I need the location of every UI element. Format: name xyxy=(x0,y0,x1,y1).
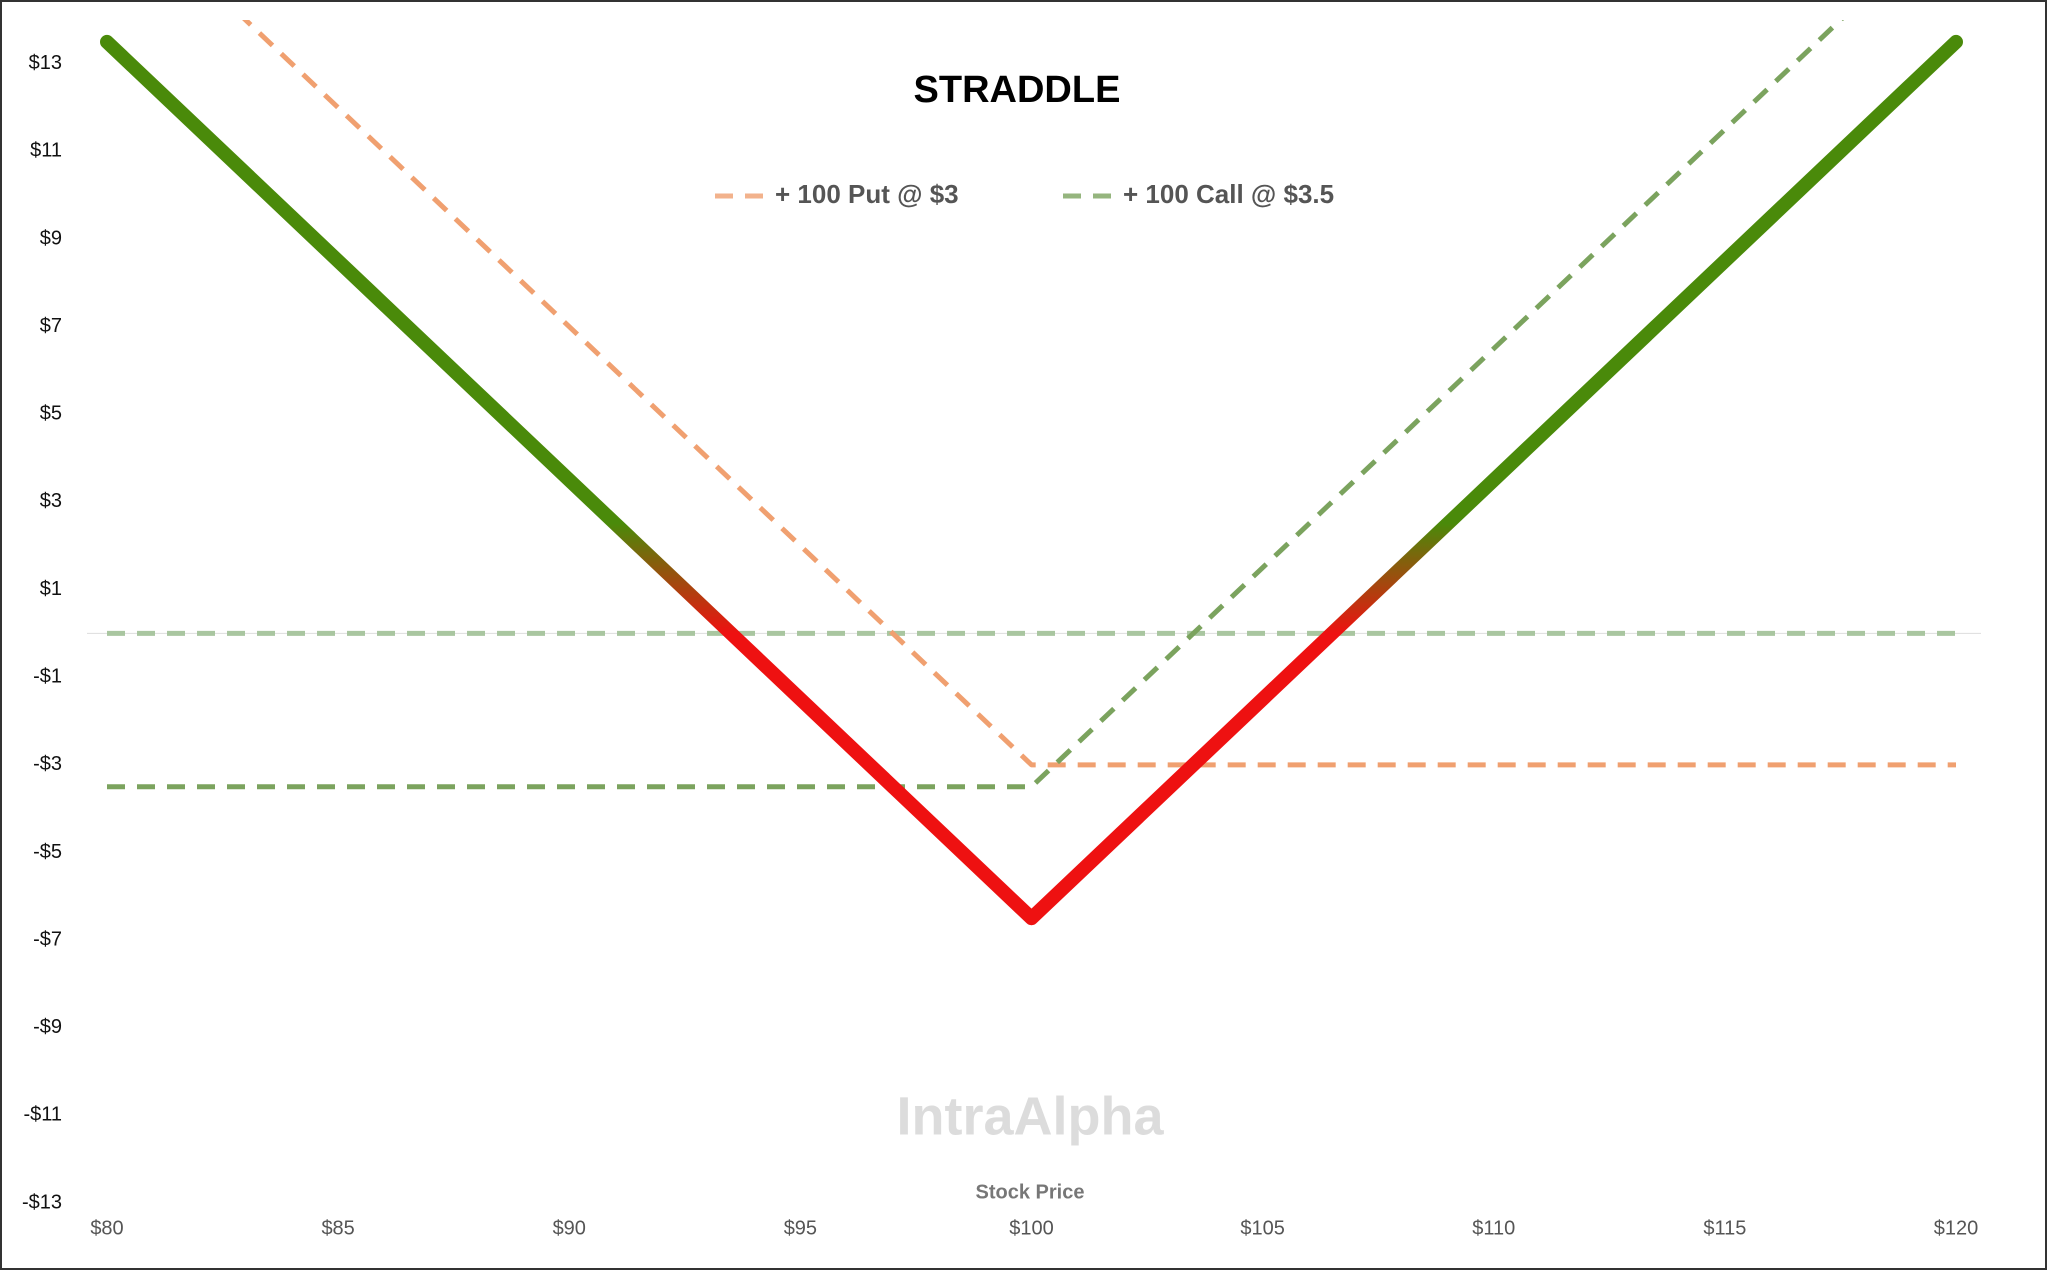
x-axis-label: Stock Price xyxy=(976,1181,1085,1203)
y-tick-label: $1 xyxy=(40,578,62,600)
y-tick-label: $13 xyxy=(29,52,62,74)
x-tick-label: $115 xyxy=(1703,1217,1746,1239)
y-tick-label: $7 xyxy=(40,315,62,337)
x-tick-label: $105 xyxy=(1240,1217,1285,1239)
option-leg-line xyxy=(242,20,1956,768)
legend-label: + 100 Call @ $3.5 xyxy=(1123,179,1334,209)
y-tick-label: -$1 xyxy=(33,666,62,688)
strategy-line xyxy=(100,34,1963,926)
y-tick-label: $5 xyxy=(40,403,62,425)
y-tick-label: -$9 xyxy=(33,1016,62,1038)
x-tick-label: $80 xyxy=(90,1217,123,1239)
x-tick-label: $85 xyxy=(321,1217,354,1239)
y-tick-label: $9 xyxy=(40,227,62,249)
y-tick-label: $3 xyxy=(40,490,62,512)
x-tick-label: $100 xyxy=(1009,1217,1054,1239)
x-tick-label: $120 xyxy=(1934,1217,1979,1239)
chart-title: STRADDLE xyxy=(914,69,1121,111)
y-tick-label: -$5 xyxy=(33,841,62,863)
y-tick-label: -$7 xyxy=(33,928,62,950)
y-tick-label: -$11 xyxy=(23,1104,62,1126)
y-tick-label: $11 xyxy=(30,140,62,162)
x-tick-label: $110 xyxy=(1472,1217,1515,1239)
y-tick-label: -$3 xyxy=(33,753,62,775)
legend-label: + 100 Put @ $3 xyxy=(775,179,959,209)
watermark: IntraAlpha xyxy=(896,1086,1164,1146)
y-tick-label: -$13 xyxy=(22,1191,62,1213)
x-tick-label: $95 xyxy=(784,1217,817,1239)
option-leg-line xyxy=(107,20,1845,790)
x-tick-label: $90 xyxy=(553,1217,586,1239)
